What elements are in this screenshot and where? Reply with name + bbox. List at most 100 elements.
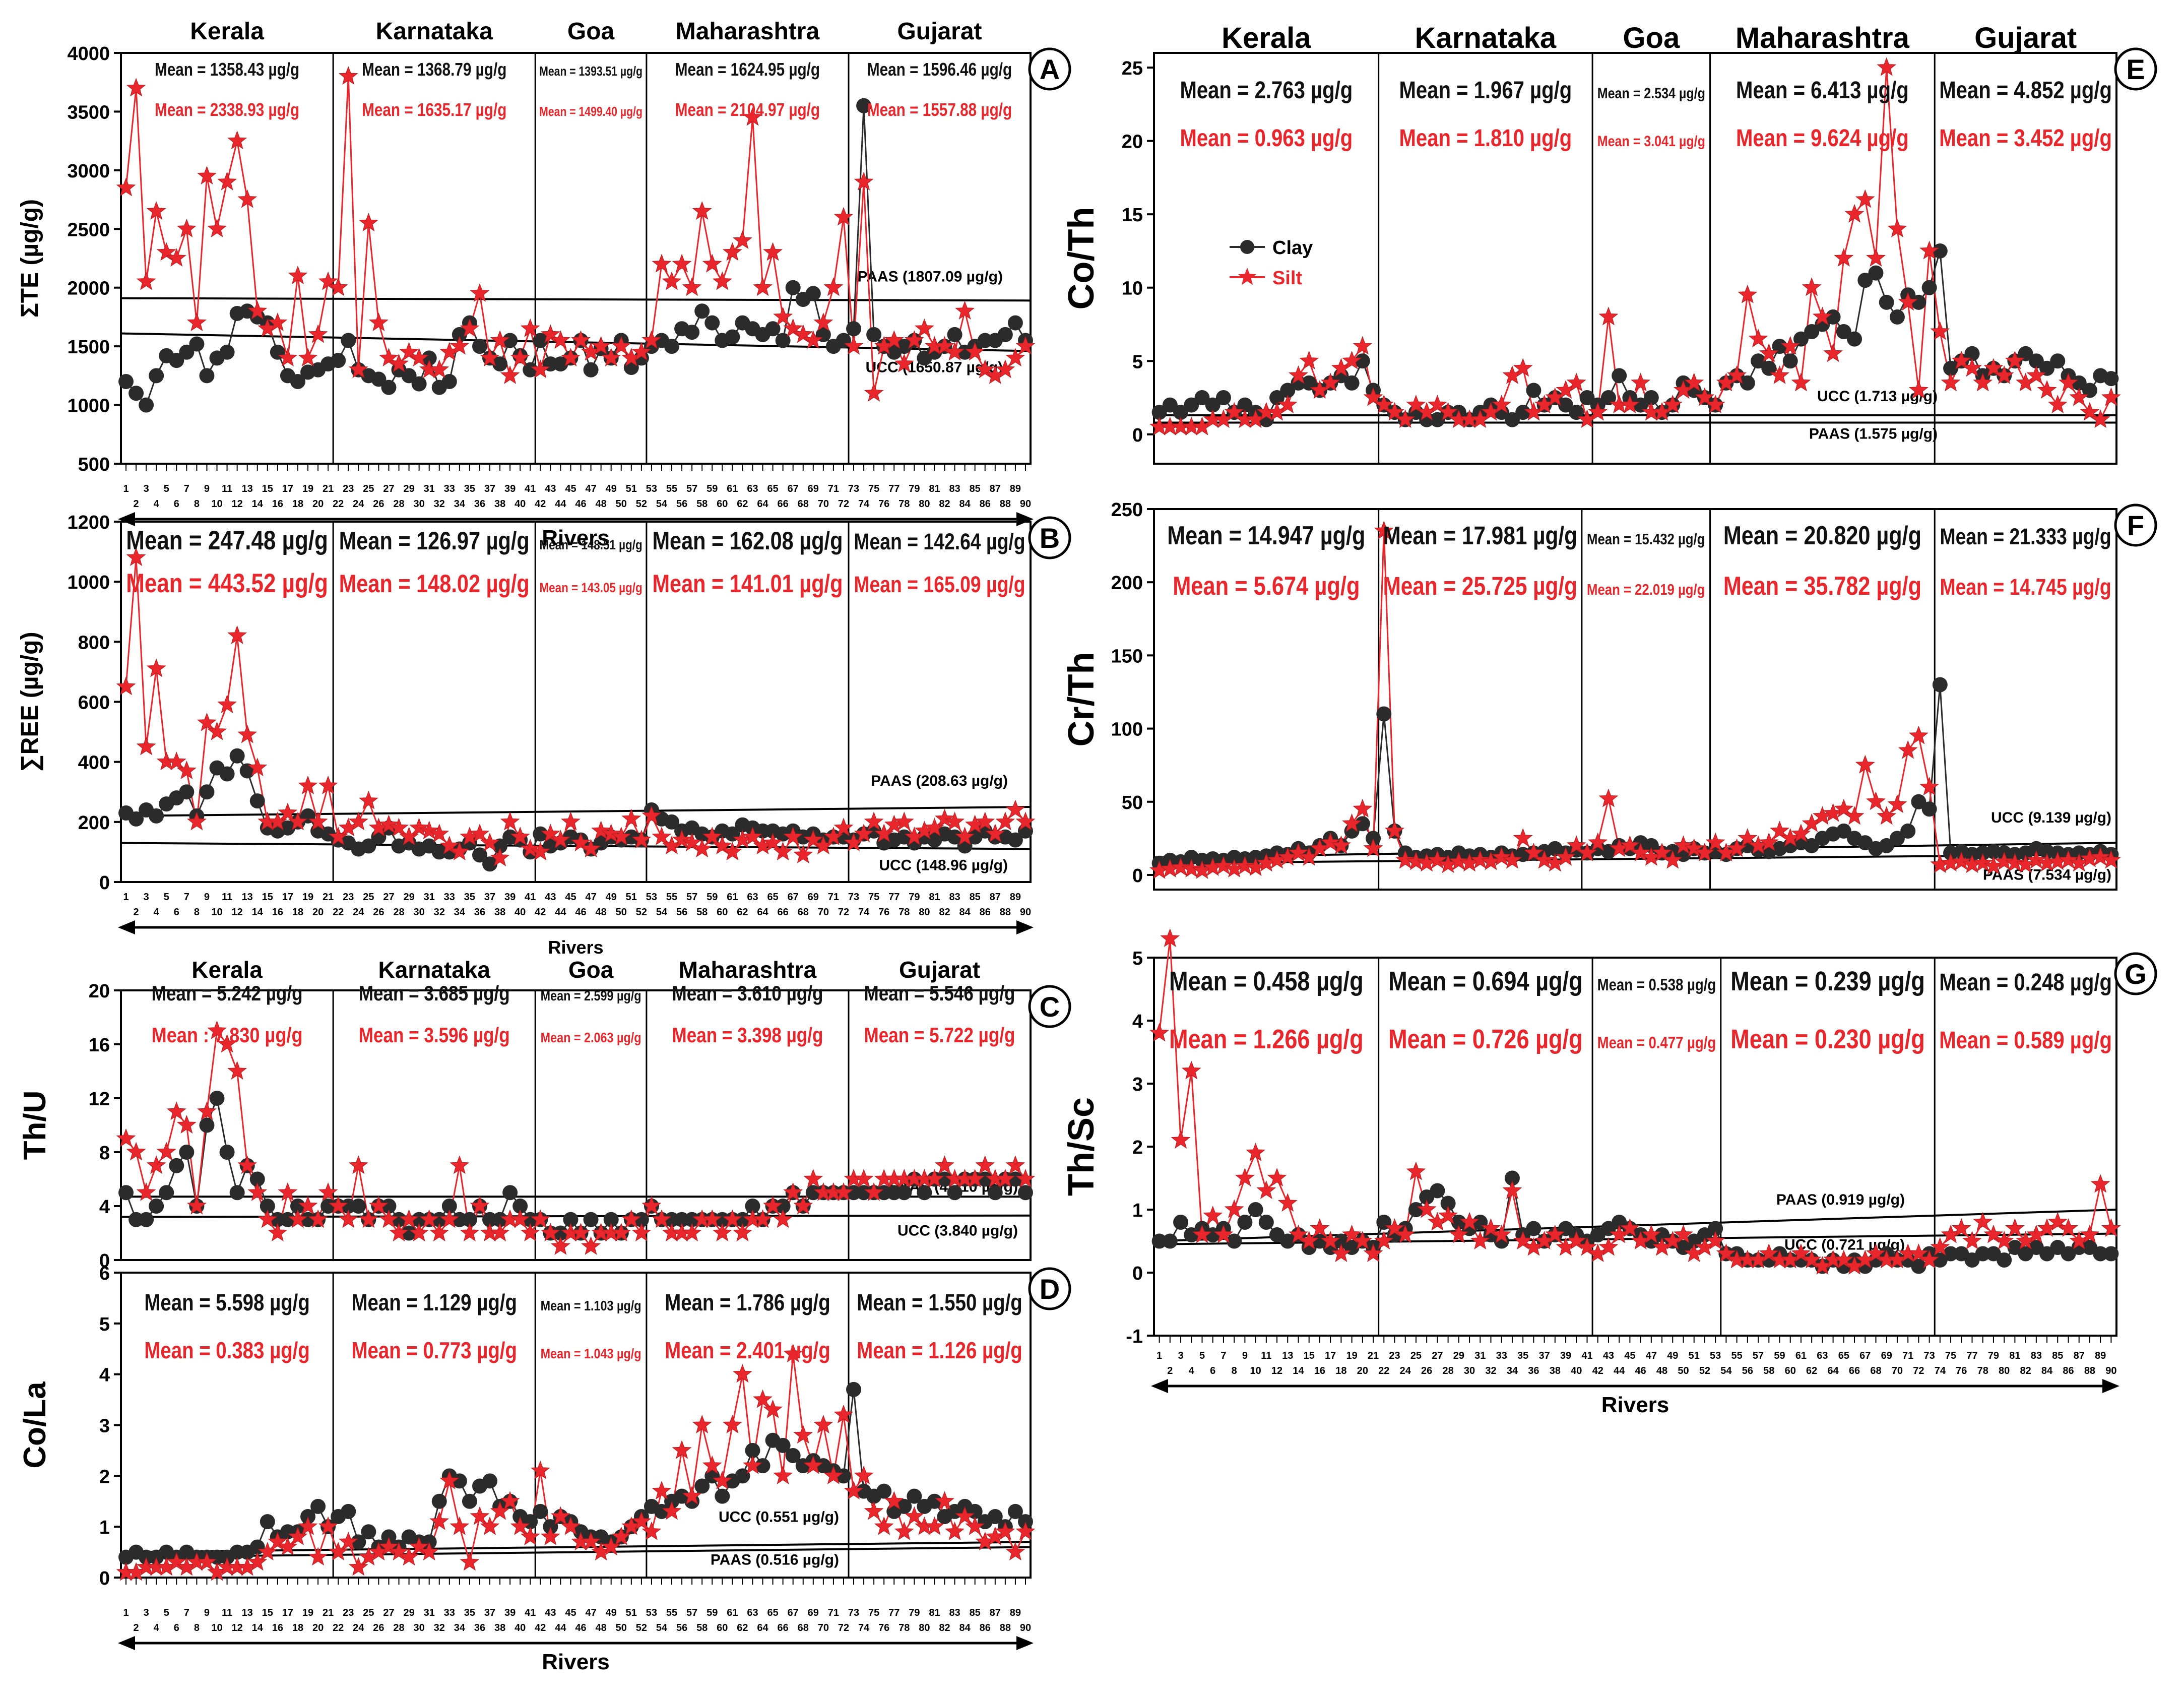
silt-point bbox=[1374, 521, 1394, 540]
silt-point bbox=[116, 676, 136, 696]
clay-point bbox=[149, 368, 164, 384]
silt-point bbox=[318, 271, 338, 290]
silt-point bbox=[288, 1209, 308, 1228]
silt-point bbox=[1641, 1224, 1661, 1243]
x-tick-label: 74 bbox=[858, 907, 870, 918]
rivers-label: Rivers bbox=[1601, 1393, 1669, 1417]
x-tick-label: 21 bbox=[323, 892, 334, 903]
silt-point bbox=[217, 1034, 237, 1053]
x-tick-label: 87 bbox=[990, 483, 1001, 494]
x-tick-label: 10 bbox=[1250, 1365, 1261, 1376]
silt-point bbox=[773, 306, 793, 326]
silt-point bbox=[197, 166, 217, 185]
silt-point bbox=[995, 811, 1015, 831]
silt-point bbox=[2069, 387, 2089, 406]
y-tick-label: 0 bbox=[1132, 1263, 1143, 1284]
x-tick-label: 63 bbox=[747, 892, 758, 903]
x-tick-label: 52 bbox=[1699, 1365, 1710, 1376]
x-tick-label: 43 bbox=[545, 892, 556, 903]
clay-point bbox=[745, 1442, 760, 1458]
x-tick-label: 17 bbox=[282, 483, 293, 494]
y-axis-label: Co/La bbox=[18, 1381, 52, 1469]
mean-clay-label: Mean = 1.550 µg/g bbox=[857, 1289, 1022, 1315]
x-tick-label: 60 bbox=[717, 498, 728, 510]
silt-point bbox=[571, 833, 591, 852]
silt-point bbox=[1427, 395, 1447, 414]
silt-point bbox=[470, 283, 490, 302]
x-tick-label: 19 bbox=[302, 892, 313, 903]
silt-point bbox=[1834, 248, 1854, 267]
silt-point bbox=[429, 359, 449, 379]
y-tick-label: 2 bbox=[1132, 1137, 1143, 1158]
x-tick-label: 81 bbox=[929, 483, 940, 494]
clay-point bbox=[2028, 353, 2044, 369]
x-tick-label: 83 bbox=[949, 1607, 960, 1618]
x-tick-label: 22 bbox=[333, 1622, 344, 1634]
silt-point bbox=[2005, 350, 2025, 369]
y-tick-label: 15 bbox=[1122, 205, 1143, 226]
mean-silt-label: Mean = 0.589 µg/g bbox=[1939, 1027, 2112, 1054]
silt-point bbox=[258, 1209, 278, 1228]
x-tick-label: 23 bbox=[1389, 1350, 1400, 1361]
silt-point bbox=[561, 347, 581, 366]
clay-point bbox=[785, 1448, 801, 1463]
x-tick-label: 10 bbox=[211, 498, 222, 510]
silt-point bbox=[1277, 395, 1298, 414]
silt-point bbox=[449, 841, 470, 860]
mean-clay-label: Mean = 1.129 µg/g bbox=[352, 1289, 517, 1315]
silt-point bbox=[1908, 1243, 1929, 1263]
clay-point bbox=[129, 811, 144, 827]
x-tick-label: 33 bbox=[444, 892, 455, 903]
silt-point bbox=[1620, 395, 1640, 414]
silt-point bbox=[146, 1155, 166, 1174]
silt-point bbox=[247, 300, 268, 320]
mean-clay-label: Mean = 162.08 µg/g bbox=[652, 527, 843, 555]
silt-point bbox=[955, 300, 975, 320]
x-tick-label: 62 bbox=[737, 498, 748, 510]
silt-point bbox=[1556, 847, 1576, 866]
clay-point bbox=[452, 327, 467, 342]
clay-point bbox=[633, 1212, 649, 1227]
x-tick-label: 58 bbox=[696, 907, 708, 918]
clay-point bbox=[199, 784, 215, 800]
x-tick-label: 5 bbox=[1199, 1350, 1205, 1361]
silt-point bbox=[641, 330, 662, 349]
x-tick-label: 88 bbox=[1000, 498, 1011, 510]
silt-point bbox=[1652, 842, 1672, 861]
x-tick-label: 53 bbox=[646, 483, 657, 494]
clay-point bbox=[1184, 397, 1199, 413]
x-tick-label: 5 bbox=[164, 1607, 169, 1618]
clay-point bbox=[1258, 1215, 1274, 1230]
x-tick-label: 72 bbox=[838, 907, 849, 918]
x-tick-label: 13 bbox=[242, 892, 253, 903]
clay-point bbox=[1804, 838, 1820, 853]
reference-label: UCC (3.840 µg/g) bbox=[897, 1223, 1018, 1239]
x-tick-label: 14 bbox=[252, 498, 264, 510]
silt-point bbox=[1898, 292, 1918, 311]
silt-point bbox=[1951, 350, 1971, 369]
silt-point bbox=[611, 827, 631, 846]
silt-point bbox=[1951, 851, 1971, 870]
x-tick-label: 89 bbox=[1010, 483, 1021, 494]
silt-point bbox=[955, 827, 975, 846]
silt-point bbox=[1802, 1249, 1822, 1269]
clay-point bbox=[1943, 360, 1959, 376]
x-tick-label: 90 bbox=[1020, 1622, 1031, 1634]
clay-point bbox=[1900, 823, 1916, 839]
clay-point bbox=[462, 1212, 477, 1227]
x-tick-label: 21 bbox=[323, 1607, 334, 1618]
silt-point bbox=[1770, 365, 1789, 384]
clay-point bbox=[1430, 1183, 1445, 1199]
silt-point bbox=[500, 811, 520, 831]
x-tick-label: 25 bbox=[363, 892, 374, 903]
clay-point bbox=[856, 98, 872, 113]
mean-silt-label: Mean = 2.063 µg/g bbox=[541, 1030, 641, 1045]
legend-marker-silt bbox=[1238, 268, 1257, 285]
y-tick-label: 20 bbox=[89, 981, 110, 1002]
y-tick-label: 10 bbox=[1122, 278, 1143, 299]
silt-point bbox=[864, 383, 884, 402]
x-tick-label: 87 bbox=[2074, 1350, 2085, 1361]
clay-point bbox=[441, 1199, 457, 1214]
silt-point bbox=[1395, 409, 1416, 428]
